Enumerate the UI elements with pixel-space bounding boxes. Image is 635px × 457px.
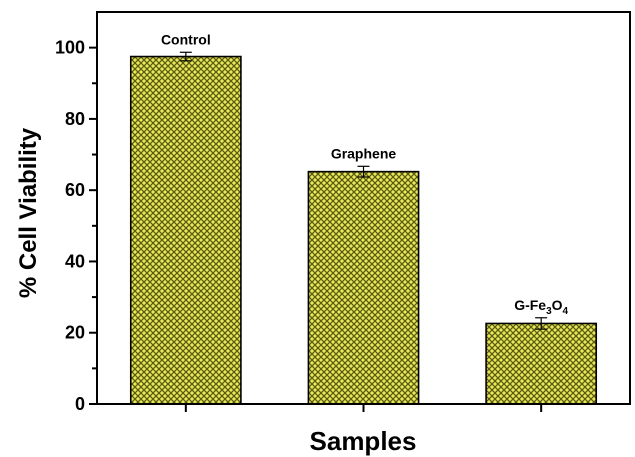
x-axis-ticks: [186, 404, 541, 412]
bar-label: Control: [161, 31, 211, 47]
bar: [131, 57, 241, 404]
bar: [486, 323, 596, 404]
bar: [308, 172, 418, 404]
y-tick-label: 60: [65, 180, 85, 200]
y-axis-title: % Cell Viability: [15, 127, 42, 298]
bar-label: G-Fe3O4: [514, 297, 568, 317]
y-tick-label: 40: [65, 251, 85, 271]
y-tick-label: 80: [65, 109, 85, 129]
y-axis-ticks: 0 20 40 60 80 100: [55, 38, 97, 414]
x-axis-title: Samples: [310, 426, 417, 456]
bars: Control Graphene G-Fe3O4: [131, 31, 596, 404]
bar-label: Graphene: [331, 145, 397, 161]
y-tick-label: 0: [75, 394, 85, 414]
y-tick-label: 100: [55, 38, 85, 58]
y-tick-label: 20: [65, 323, 85, 343]
